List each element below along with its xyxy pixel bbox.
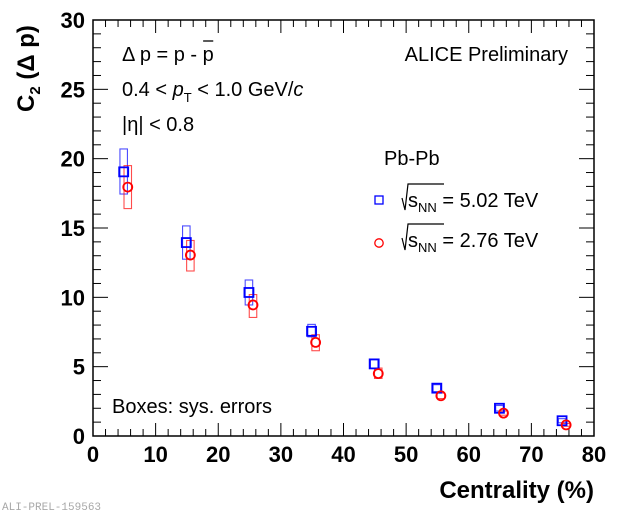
data-point-2-76 xyxy=(184,249,196,261)
experiment-label: ALICE Preliminary xyxy=(405,44,568,66)
annotation-eta-range: |η| < 0.8 xyxy=(122,114,194,136)
x-tick-label: 80 xyxy=(582,442,606,467)
legend-s: s xyxy=(408,190,418,212)
data-point-5-02 xyxy=(368,358,380,370)
x-axis-title: Centrality (%) xyxy=(439,477,594,504)
data-point-2-76 xyxy=(435,390,447,402)
x-tick-label: 10 xyxy=(143,442,167,467)
x-tick-label: 70 xyxy=(519,442,543,467)
figure-id: ALI-PREL-159563 xyxy=(2,502,101,514)
legend-nn-sub: NN xyxy=(418,240,437,255)
annotation-delta-p-text: Δ p = p - xyxy=(122,44,203,66)
svg-text:sNN = 5.02 TeV: sNN = 5.02 TeV xyxy=(408,190,539,215)
x-tick-label: 0 xyxy=(87,442,99,467)
legend-label-2-76: = 2.76 TeV xyxy=(437,230,539,252)
pt-range-mid: < 1.0 GeV/ xyxy=(192,79,294,101)
x-tick-label: 50 xyxy=(394,442,418,467)
data-point-5-02 xyxy=(243,287,255,298)
svg-text:C2 (Δ p): C2 (Δ p) xyxy=(13,25,44,112)
sqrt-icon xyxy=(401,223,444,251)
legend: Pb-Pb sNN = 5.02 TeV sNN = 2.76 TeV xyxy=(374,148,539,255)
y-axis-title-rest: (Δ p) xyxy=(13,25,40,86)
annotation-pt-range: 0.4 < pT < 1.0 GeV/c xyxy=(122,79,303,105)
y-tick-label: 5 xyxy=(73,355,85,380)
legend-entry-2-76: sNN = 2.76 TeV xyxy=(374,223,539,255)
x-tick-labels: 0 10 20 30 40 50 60 70 80 xyxy=(87,442,606,467)
sys-box-5-02 xyxy=(369,359,379,369)
legend-s: s xyxy=(408,230,418,252)
data-point-2-76 xyxy=(122,181,134,193)
y-axis-title-sub: 2 xyxy=(27,86,44,94)
data-point-5-02 xyxy=(118,166,130,178)
y-tick-label: 15 xyxy=(61,216,85,241)
y-tick-label: 0 xyxy=(73,424,85,449)
legend-label-5-02: = 5.02 TeV xyxy=(437,190,539,212)
data-point-2-76 xyxy=(560,419,572,431)
legend-header: Pb-Pb xyxy=(384,148,440,170)
data-point-2-76 xyxy=(372,368,384,380)
x-tick-label: 40 xyxy=(331,442,355,467)
y-axis-title-main: C xyxy=(13,95,40,112)
x-tick-label: 60 xyxy=(457,442,481,467)
y-tick-labels: 0 5 10 15 20 25 30 xyxy=(61,8,85,449)
x-tick-label: 20 xyxy=(206,442,230,467)
legend-square-marker-icon xyxy=(374,195,384,205)
pt-subscript: T xyxy=(184,90,192,105)
axis-ticks xyxy=(92,19,595,437)
data-point-5-02 xyxy=(306,325,317,337)
legend-circle-marker-icon xyxy=(374,238,384,248)
y-axis-title: C2 (Δ p) xyxy=(13,25,44,112)
data-markers xyxy=(118,166,572,431)
legend-entry-5-02: sNN = 5.02 TeV xyxy=(374,183,539,215)
annotation-delta-p: Δ p = p - p xyxy=(122,44,214,66)
pt-range-c: c xyxy=(293,79,303,101)
data-point-2-76 xyxy=(310,336,322,348)
pt-symbol: p xyxy=(172,79,184,101)
sys-errors-note: Boxes: sys. errors xyxy=(112,396,272,418)
y-tick-label: 20 xyxy=(61,147,85,172)
pt-range-pre: 0.4 < xyxy=(122,79,173,101)
x-tick-label: 30 xyxy=(269,442,293,467)
y-tick-label: 25 xyxy=(61,77,85,102)
sqrt-icon xyxy=(401,183,444,211)
y-tick-label: 10 xyxy=(61,285,85,310)
annotation-pbar: p xyxy=(203,44,214,66)
data-point-2-76 xyxy=(498,407,509,419)
svg-text:sNN = 2.76 TeV: sNN = 2.76 TeV xyxy=(408,230,539,255)
data-point-2-76 xyxy=(247,299,259,311)
y-tick-label: 30 xyxy=(61,8,85,33)
data-point-5-02 xyxy=(180,237,192,248)
sys-box-2-76 xyxy=(436,392,446,400)
legend-nn-sub: NN xyxy=(418,200,437,215)
